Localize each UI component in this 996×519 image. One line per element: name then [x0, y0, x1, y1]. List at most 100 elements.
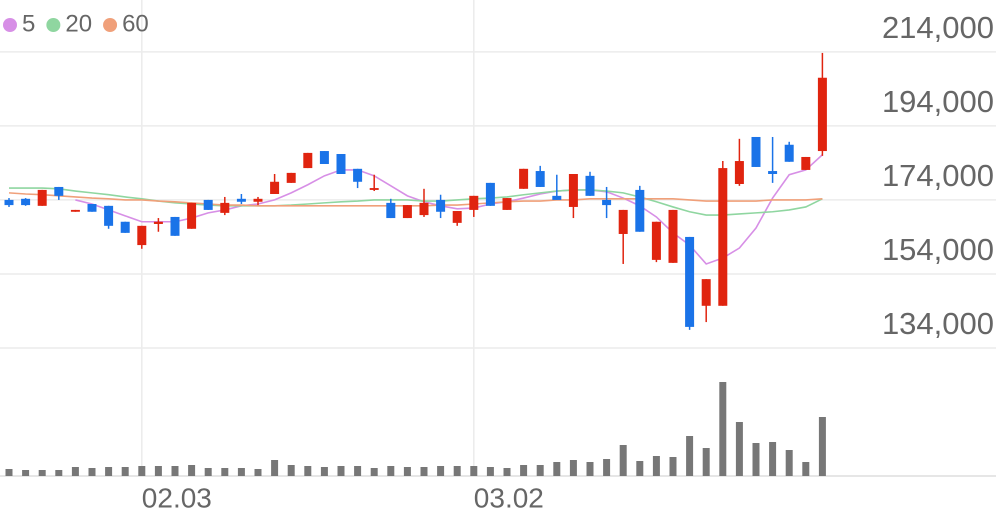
volume-bar	[536, 465, 544, 476]
candle-body	[519, 168, 529, 189]
candle-body	[319, 151, 329, 165]
volume-bar	[403, 467, 411, 476]
volume-bar	[420, 467, 428, 476]
candle-body	[286, 172, 296, 183]
x-tick-label: 02.03	[142, 482, 212, 513]
volume-bar	[320, 467, 328, 476]
candle-body	[402, 205, 412, 219]
legend-dot	[103, 18, 118, 32]
candle-body	[568, 174, 578, 207]
candle-body	[87, 203, 97, 212]
candle-body	[502, 198, 512, 210]
legend-label: 20	[65, 10, 92, 37]
candle-body	[270, 181, 280, 194]
volume-bar	[636, 461, 644, 476]
candle-body	[668, 209, 678, 263]
volume-bar	[586, 462, 594, 476]
candle-body	[685, 236, 695, 327]
candle-body	[784, 144, 794, 162]
candle-body	[220, 202, 230, 213]
x-tick-label: 03.02	[474, 482, 544, 513]
candle-body	[535, 171, 545, 187]
candle-body	[718, 168, 728, 306]
candle-body	[236, 198, 246, 202]
volume-bar	[486, 467, 494, 476]
candle-body	[585, 175, 595, 196]
volume-bar	[154, 466, 162, 476]
volume-bar	[818, 417, 826, 476]
volume-bar	[603, 459, 611, 476]
volume-bar	[88, 468, 96, 476]
volume-bar	[287, 465, 295, 476]
candle-body	[203, 199, 213, 210]
candle-body	[552, 195, 562, 200]
candle-body	[170, 216, 180, 236]
volume-bar	[769, 442, 777, 476]
volume-bar	[719, 382, 727, 476]
candle-body	[187, 202, 197, 229]
candle-body	[801, 156, 811, 170]
volume-bar	[702, 448, 710, 476]
candle-body	[353, 168, 363, 182]
candle-body	[120, 221, 130, 233]
candle-body	[436, 199, 446, 212]
y-tick-label: 174,000	[882, 158, 994, 193]
candle-body	[452, 211, 462, 223]
volume-bar	[337, 466, 345, 476]
candle-body	[651, 221, 661, 260]
candle-body	[602, 199, 612, 206]
legend-dot	[3, 18, 17, 32]
ma-line	[9, 187, 823, 216]
candle-body	[54, 186, 64, 196]
candle-body	[70, 209, 80, 212]
volume-bar	[619, 445, 627, 476]
volume-bar	[71, 467, 79, 476]
volume-bar	[802, 462, 810, 476]
volume-bar	[188, 465, 196, 476]
volume-bar	[304, 466, 312, 476]
candle-body	[21, 198, 31, 206]
volume-bar	[55, 470, 63, 476]
candle-body	[37, 189, 47, 206]
volume-bar	[5, 469, 13, 476]
volume-bar	[669, 457, 677, 476]
volume-bar	[254, 469, 262, 476]
volume-bar	[752, 443, 760, 476]
volume-bar	[22, 470, 30, 476]
y-tick-label: 194,000	[882, 84, 994, 119]
ma-line	[8, 192, 823, 207]
candle-body	[751, 136, 761, 167]
volume-bar	[221, 468, 229, 476]
volume-bar	[520, 465, 528, 476]
candle-body	[419, 202, 429, 216]
volume-bar	[204, 468, 212, 476]
candle-body	[303, 152, 313, 169]
candle-body	[734, 161, 744, 184]
y-tick-label: 154,000	[882, 232, 994, 267]
y-tick-label: 134,000	[882, 306, 994, 341]
candle-body	[469, 195, 479, 210]
candle-body	[153, 221, 163, 224]
candle-body	[386, 202, 396, 219]
candle-body	[4, 199, 14, 206]
legend-dot	[46, 18, 61, 32]
candle-body	[701, 279, 711, 306]
volume-bar	[470, 466, 478, 476]
legend-label: 5	[22, 10, 35, 37]
candle-body	[485, 182, 495, 206]
volume-bar	[354, 466, 362, 476]
candle-body	[336, 154, 346, 174]
candle-body	[768, 171, 778, 174]
volume-bar	[271, 460, 279, 476]
volume-bar	[237, 468, 245, 476]
candle-body	[369, 188, 379, 190]
candle-body	[618, 209, 628, 234]
volume-bar	[105, 467, 113, 476]
volume-bar	[553, 462, 561, 476]
volume-bar	[38, 470, 46, 476]
volume-bar	[686, 436, 694, 476]
volume-bar	[453, 466, 461, 476]
candle-body	[817, 77, 827, 152]
